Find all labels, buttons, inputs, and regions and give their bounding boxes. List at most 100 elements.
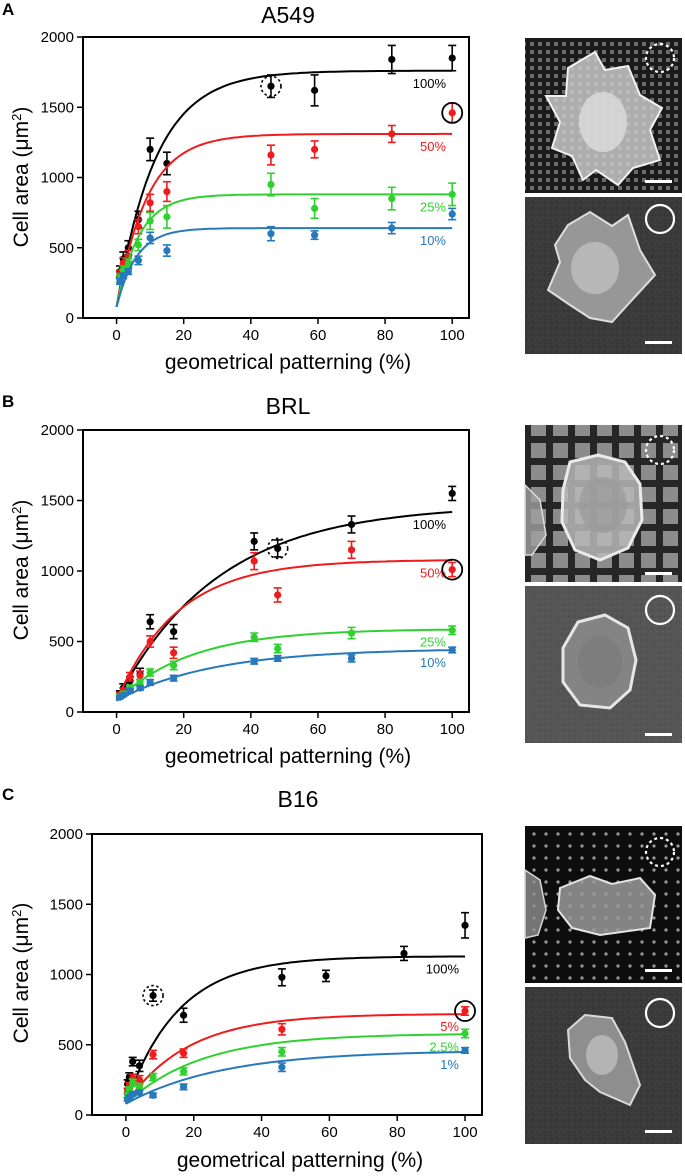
y-tick-label: 0 xyxy=(75,1107,83,1124)
data-point xyxy=(116,277,124,286)
y-axis-label: Cell area (μm2) xyxy=(9,903,34,1044)
fit-curve xyxy=(115,559,453,702)
x-tick-label: 40 xyxy=(253,1124,270,1141)
data-point xyxy=(149,1073,157,1081)
series-label: 25% xyxy=(420,635,446,650)
y-tick-label: 1500 xyxy=(41,99,74,116)
x-tick-label: 40 xyxy=(242,721,259,738)
data-point xyxy=(179,1049,188,1057)
data-point xyxy=(146,668,154,677)
data-point xyxy=(448,54,456,62)
data-point xyxy=(126,673,134,681)
data-point xyxy=(146,637,154,646)
data-point xyxy=(267,151,275,159)
fit-curve xyxy=(125,1051,466,1105)
fit-curve xyxy=(115,132,453,307)
y-tick-label: 1000 xyxy=(50,967,83,984)
data-point xyxy=(163,246,171,255)
data-point xyxy=(163,187,171,196)
fit-curve xyxy=(124,955,465,1105)
data-point xyxy=(136,684,144,692)
data-point xyxy=(448,646,456,654)
x-tick-label: 80 xyxy=(377,327,394,344)
fit-curve xyxy=(115,69,453,307)
data-point xyxy=(322,972,330,980)
data-point xyxy=(278,1025,286,1033)
y-tick-label: 1000 xyxy=(41,170,74,187)
data-point xyxy=(146,145,154,153)
data-point xyxy=(278,1063,286,1071)
data-point xyxy=(400,949,408,958)
plot-frame xyxy=(82,36,470,319)
data-point xyxy=(119,691,127,699)
data-point xyxy=(135,1062,144,1070)
data-point xyxy=(448,626,456,634)
x-tick-label: 60 xyxy=(321,1124,338,1141)
y-tick-label: 500 xyxy=(58,1037,83,1054)
series-label: 100% xyxy=(413,517,447,532)
x-tick-label: 100 xyxy=(440,327,465,344)
micrograph-b-patterned xyxy=(524,425,682,582)
data-point xyxy=(135,1083,144,1091)
data-point xyxy=(129,1090,137,1098)
data-point xyxy=(135,1076,144,1084)
panel-b: B BRL Cell area (μm2) geometrical patter… xyxy=(2,392,470,768)
data-point xyxy=(267,82,275,90)
data-point xyxy=(136,671,144,679)
data-point xyxy=(388,224,396,232)
solid-circle-marker xyxy=(441,558,464,581)
x-tick-label: 20 xyxy=(185,1124,202,1141)
data-point xyxy=(250,537,258,545)
data-point xyxy=(347,654,356,663)
data-point xyxy=(388,194,396,203)
data-point xyxy=(149,991,157,1000)
series-label: 50% xyxy=(420,565,446,580)
data-point xyxy=(274,654,282,663)
solid-circle-marker xyxy=(454,1000,476,1022)
x-tick-label: 100 xyxy=(453,1124,478,1141)
data-point xyxy=(461,1046,469,1054)
y-tick-label: 1500 xyxy=(41,493,74,510)
data-point xyxy=(250,633,258,641)
data-point xyxy=(274,591,282,599)
data-point xyxy=(124,259,132,267)
series-label: 5% xyxy=(440,1019,459,1034)
data-point xyxy=(179,1011,188,1019)
micrograph-c-flat xyxy=(525,987,682,1144)
data-point xyxy=(347,629,356,637)
data-point xyxy=(170,628,178,636)
x-axis-label: geometrical patterning (%) xyxy=(165,351,411,374)
y-axis-label: Cell area (μm2) xyxy=(9,107,34,248)
data-point xyxy=(461,1007,469,1015)
data-point xyxy=(388,130,396,138)
data-point xyxy=(146,199,154,207)
micrograph-a-patterned xyxy=(525,38,682,193)
fit-curve xyxy=(115,193,453,308)
dashed-circle-marker xyxy=(644,434,676,466)
data-point xyxy=(311,86,319,94)
series-label: 1% xyxy=(440,1057,459,1072)
panel-letter: A xyxy=(2,0,14,19)
data-point xyxy=(274,544,282,553)
dashed-circle-marker xyxy=(260,75,282,97)
data-point xyxy=(347,546,356,554)
panel-letter: B xyxy=(2,392,14,411)
data-point xyxy=(250,557,258,565)
panel-letter: C xyxy=(2,785,14,804)
data-point xyxy=(124,268,132,276)
dashed-circle-marker xyxy=(644,836,676,868)
data-point xyxy=(170,661,178,670)
data-point xyxy=(146,234,154,242)
data-point xyxy=(267,230,275,238)
x-tick-label: 100 xyxy=(440,721,465,738)
solid-circle-marker xyxy=(644,997,676,1029)
data-point xyxy=(170,649,178,657)
fit-curve xyxy=(115,227,453,308)
series-label: 2.5% xyxy=(429,1039,459,1054)
x-axis-label: geometrical patterning (%) xyxy=(177,1149,423,1172)
data-point xyxy=(274,644,282,653)
data-point xyxy=(134,241,142,249)
data-point xyxy=(448,190,456,198)
data-point xyxy=(146,618,154,626)
